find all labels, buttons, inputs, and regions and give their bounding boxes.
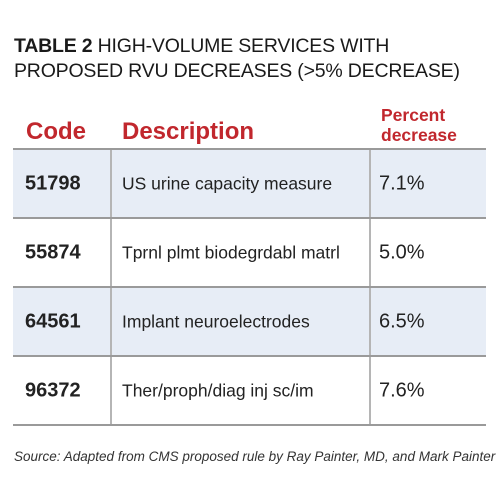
header-percent-decrease: Percent decrease [381, 105, 457, 145]
cell-percent: 5.0% [379, 241, 425, 263]
column-divider [369, 150, 371, 217]
table-title: TABLE 2 HIGH-VOLUME SERVICES WITH PROPOS… [14, 34, 484, 84]
table-row: 55874 Tprnl plmt biodegrdabl matrl 5.0% [13, 219, 486, 288]
cell-percent: 6.5% [379, 310, 425, 332]
cell-description: Tprnl plmt biodegrdabl matrl [122, 242, 340, 262]
column-divider [110, 357, 112, 424]
column-divider [369, 219, 371, 286]
cell-code: 96372 [25, 379, 81, 401]
column-divider [110, 219, 112, 286]
source-note: Source: Adapted from CMS proposed rule b… [14, 449, 496, 464]
column-divider [369, 288, 371, 355]
table-header: Code Description Percent decrease [13, 104, 486, 150]
table-row: 96372 Ther/proph/diag inj sc/im 7.6% [13, 357, 486, 426]
column-divider [110, 288, 112, 355]
header-description: Description [122, 118, 255, 145]
table-number: TABLE 2 [14, 35, 93, 57]
cell-code: 64561 [25, 310, 81, 332]
cell-code: 55874 [25, 241, 81, 263]
cell-description: Ther/proph/diag inj sc/im [122, 380, 314, 400]
column-divider [110, 150, 112, 217]
rvu-table: Code Description Percent decrease 51798 … [13, 104, 486, 426]
cell-description: Implant neuroelectrodes [122, 311, 310, 331]
cell-code: 51798 [25, 172, 81, 194]
table-row: 51798 US urine capacity measure 7.1% [13, 150, 486, 219]
header-percent-line2: decrease [381, 125, 457, 145]
header-percent-line1: Percent [381, 105, 446, 125]
header-code: Code [26, 118, 86, 145]
table-caption: HIGH-VOLUME SERVICES WITH PROPOSED RVU D… [14, 35, 460, 82]
cell-percent: 7.6% [379, 379, 425, 401]
table-row: 64561 Implant neuroelectrodes 6.5% [13, 288, 486, 357]
cell-percent: 7.1% [379, 172, 425, 194]
column-divider [369, 357, 371, 424]
cell-description: US urine capacity measure [122, 173, 333, 193]
